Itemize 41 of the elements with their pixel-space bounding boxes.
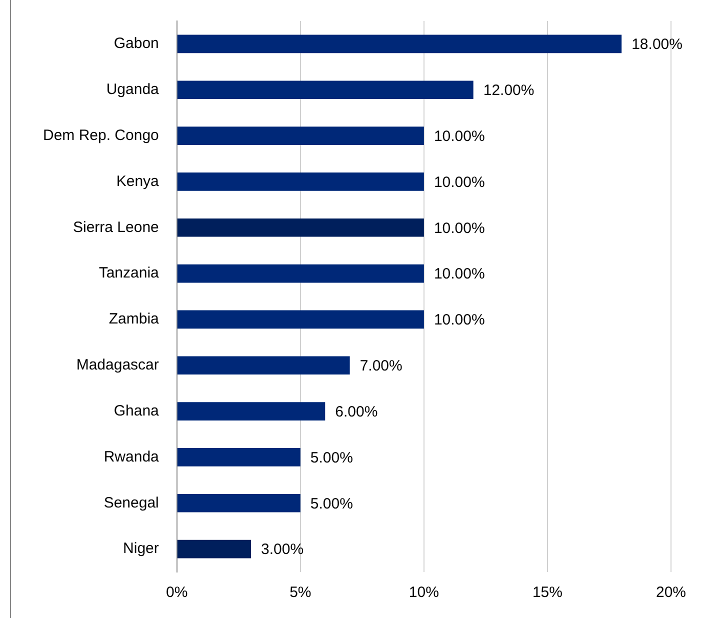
- data-label: 10.00%: [434, 312, 485, 329]
- bar: [177, 218, 424, 237]
- y-tick-label: Sierra Leone: [72, 218, 159, 236]
- y-tick-label: Kenya: [116, 172, 160, 190]
- data-label: 5.00%: [310, 495, 353, 512]
- bar: [177, 264, 424, 283]
- bar: [177, 494, 300, 512]
- bar: [177, 310, 424, 329]
- x-tick-label: 5%: [290, 584, 312, 602]
- bar: [177, 126, 424, 145]
- data-label: 7.00%: [360, 358, 402, 375]
- x-tick-label: 15%: [532, 584, 562, 602]
- x-tick-label: 20%: [656, 584, 686, 602]
- y-tick-label: Madagascar: [76, 356, 159, 374]
- bar: [177, 402, 326, 420]
- y-tick-label: Zambia: [108, 310, 160, 328]
- bar: [177, 540, 252, 558]
- data-label: 10.00%: [434, 220, 485, 237]
- bar: [177, 172, 424, 191]
- data-label: 10.00%: [434, 128, 485, 145]
- bar: [177, 448, 300, 466]
- bar: [177, 80, 474, 100]
- x-tick-label: 10%: [408, 584, 439, 602]
- data-label: 3.00%: [261, 541, 304, 558]
- data-label: 10.00%: [434, 266, 485, 283]
- bar: [177, 356, 350, 375]
- data-label: 12.00%: [483, 82, 534, 100]
- data-label: 10.00%: [434, 174, 485, 191]
- y-tick-label: Uganda: [106, 81, 160, 98]
- y-tick-label: Rwanda: [104, 448, 160, 466]
- y-tick-label: Gabon: [114, 35, 159, 52]
- bar: [177, 34, 622, 54]
- data-label: 6.00%: [335, 403, 378, 420]
- y-tick-label: Niger: [123, 540, 159, 558]
- y-tick-label: Dem Rep. Congo: [42, 126, 159, 144]
- data-label: 18.00%: [632, 36, 682, 54]
- y-tick-label: Tanzania: [98, 264, 160, 282]
- data-label: 5.00%: [310, 449, 353, 466]
- y-tick-label: Senegal: [104, 494, 159, 512]
- x-tick-label: 0%: [166, 584, 188, 602]
- y-tick-label: Ghana: [114, 402, 160, 420]
